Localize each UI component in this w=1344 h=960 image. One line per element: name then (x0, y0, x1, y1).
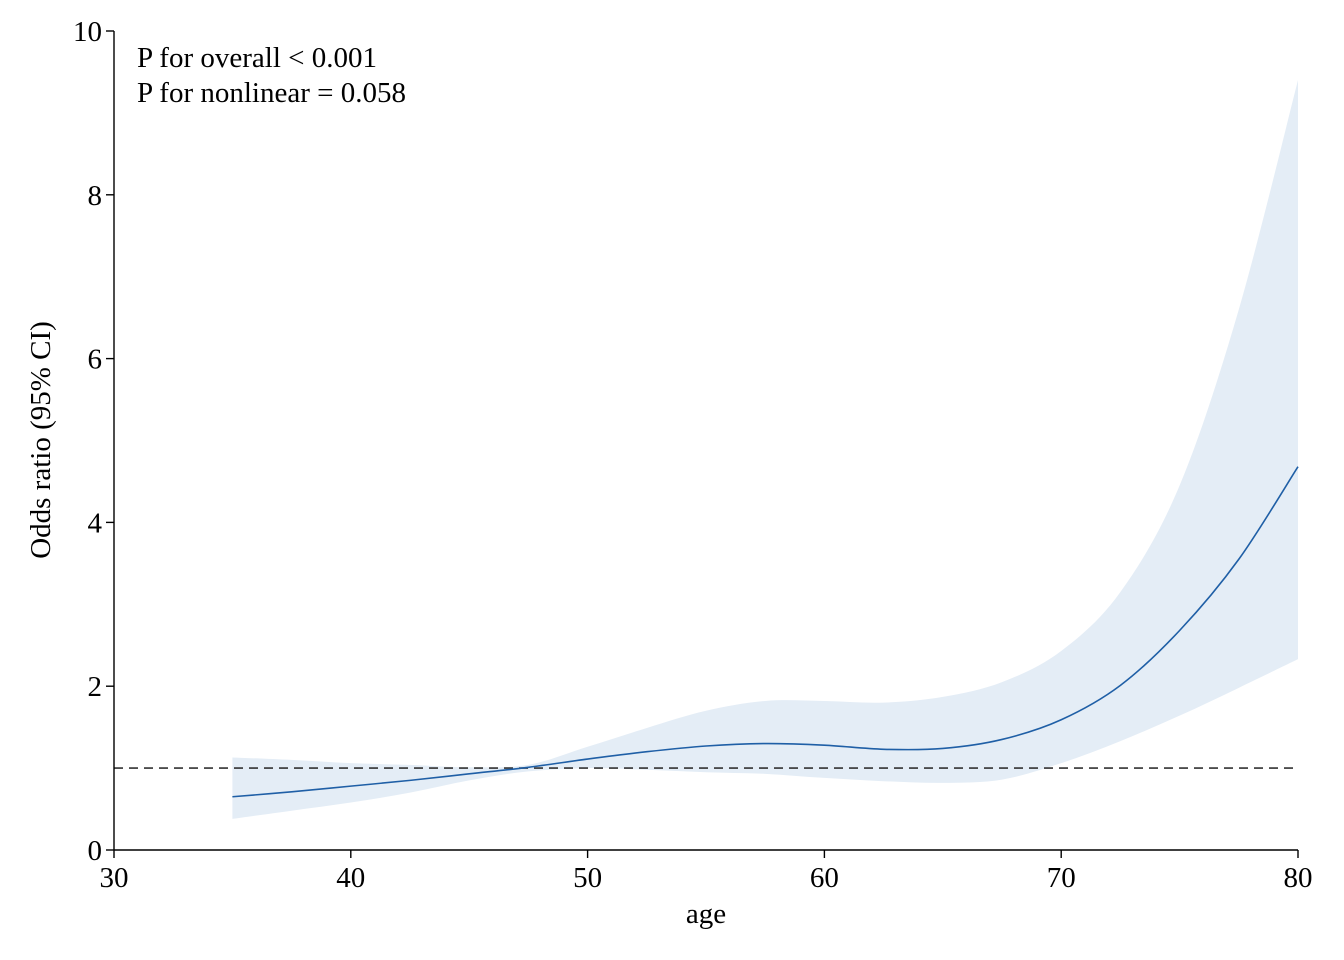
confidence-band (232, 80, 1298, 819)
y-tick-label: 4 (88, 507, 103, 539)
x-tick-label: 70 (1047, 862, 1076, 894)
x-tick-label: 50 (573, 862, 602, 894)
axes: 30 40 50 60 70 80 0 2 4 6 8 10 (73, 16, 1313, 894)
x-tick-label: 60 (810, 862, 839, 894)
p-overall-annotation: P for overall < 0.001 (137, 42, 377, 74)
y-axis-label: Odds ratio (95% CI) (25, 321, 57, 559)
y-tick-label: 2 (88, 671, 103, 703)
odds-ratio-line (232, 466, 1299, 798)
x-tick-label: 30 (100, 862, 129, 894)
y-tick-label: 0 (88, 835, 103, 867)
plot-area (114, 80, 1299, 819)
y-tick-label: 10 (73, 16, 102, 48)
x-tick-label: 80 (1284, 862, 1313, 894)
y-tick-label: 6 (88, 344, 103, 376)
x-tick-label: 40 (336, 862, 365, 894)
y-tick-label: 8 (88, 180, 103, 212)
x-axis-label: age (686, 898, 726, 930)
p-nonlinear-annotation: P for nonlinear = 0.058 (137, 77, 406, 109)
